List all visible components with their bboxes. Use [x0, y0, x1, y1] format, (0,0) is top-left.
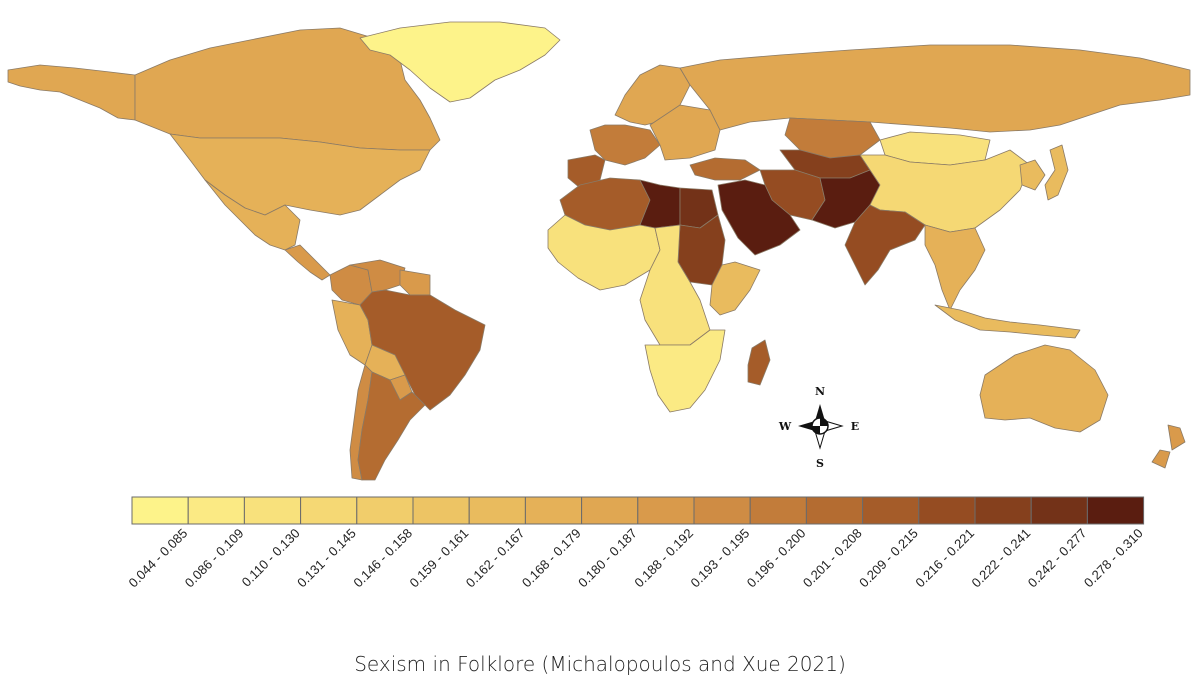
compass-icon: N S E W: [778, 385, 859, 470]
legend-label: 0.222 - 0.241: [969, 526, 1034, 591]
legend-swatch: [693, 496, 751, 525]
legend-swatch: [300, 496, 358, 525]
legend-swatch: [862, 496, 920, 525]
legend-label: 0.188 - 0.192: [631, 526, 696, 591]
legend-label: 0.044 - 0.085: [126, 526, 191, 591]
region-horn-of-africa: [709, 261, 761, 316]
region-new-zealand: [1151, 424, 1186, 469]
region-alaska: [7, 64, 136, 121]
region-central-america: [284, 244, 331, 281]
region-guianas: [399, 269, 431, 296]
compass-north-label: N: [815, 385, 825, 398]
region-mexico: [204, 179, 301, 251]
region-indonesia: [934, 304, 1081, 339]
compass-west-label: W: [778, 420, 792, 433]
legend-label: 0.216 - 0.221: [912, 526, 977, 591]
region-argentina: [357, 371, 426, 481]
compass-south-label: S: [816, 457, 824, 470]
legend-label: 0.201 - 0.208: [800, 526, 865, 591]
legend-swatch: [749, 496, 807, 525]
legend-label: 0.168 - 0.179: [519, 526, 584, 591]
legend-label: 0.209 - 0.215: [856, 526, 921, 591]
region-arabian-peninsula: [717, 179, 801, 256]
legend-swatch: [1086, 496, 1145, 525]
legend-swatch: [1030, 496, 1088, 525]
region-greenland: [359, 21, 561, 103]
legend-swatch: [581, 496, 639, 525]
region-australia: [979, 344, 1109, 433]
legend-swatch: [918, 496, 976, 525]
legend-label: 0.196 - 0.200: [744, 526, 809, 591]
legend-swatch: [974, 496, 1032, 525]
region-southern-africa: [644, 329, 726, 413]
region-southeast-asia: [924, 224, 986, 311]
region-korea-japan: [1019, 144, 1069, 201]
region-western-europe: [589, 124, 661, 166]
region-russia: [679, 44, 1191, 133]
legend-label: 0.278 - 0.310: [1081, 526, 1146, 591]
legend-swatch: [637, 496, 695, 525]
legend-label: 0.242 - 0.277: [1025, 526, 1090, 591]
legend-swatch: [412, 496, 470, 525]
compass-east-label: E: [851, 420, 859, 433]
legend-swatch: [243, 496, 302, 525]
region-brazil: [359, 289, 486, 411]
legend-label: 0.162 - 0.167: [463, 526, 528, 591]
legend-swatch: [187, 496, 245, 525]
region-madagascar: [747, 339, 771, 386]
region-india: [844, 204, 926, 286]
region-venezuela: [349, 259, 406, 293]
legend-label: 0.086 - 0.109: [182, 526, 247, 591]
legend-swatch: [524, 496, 583, 525]
legend-label: 0.159 - 0.161: [407, 526, 472, 591]
legend-swatch: [805, 496, 864, 525]
legend-label: 0.131 - 0.145: [294, 526, 359, 591]
legend-swatch: [468, 496, 526, 525]
region-turkey: [689, 157, 761, 181]
legend-label: 0.180 - 0.187: [575, 526, 640, 591]
legend-swatch: [356, 496, 414, 525]
region-eastern-europe: [649, 104, 721, 161]
legend-label: 0.193 - 0.195: [688, 526, 753, 591]
map-caption: Sexism in Folklore (Michalopoulos and Xu…: [354, 652, 846, 676]
legend-swatch: [131, 496, 189, 525]
legend-label: 0.146 - 0.158: [350, 526, 415, 591]
